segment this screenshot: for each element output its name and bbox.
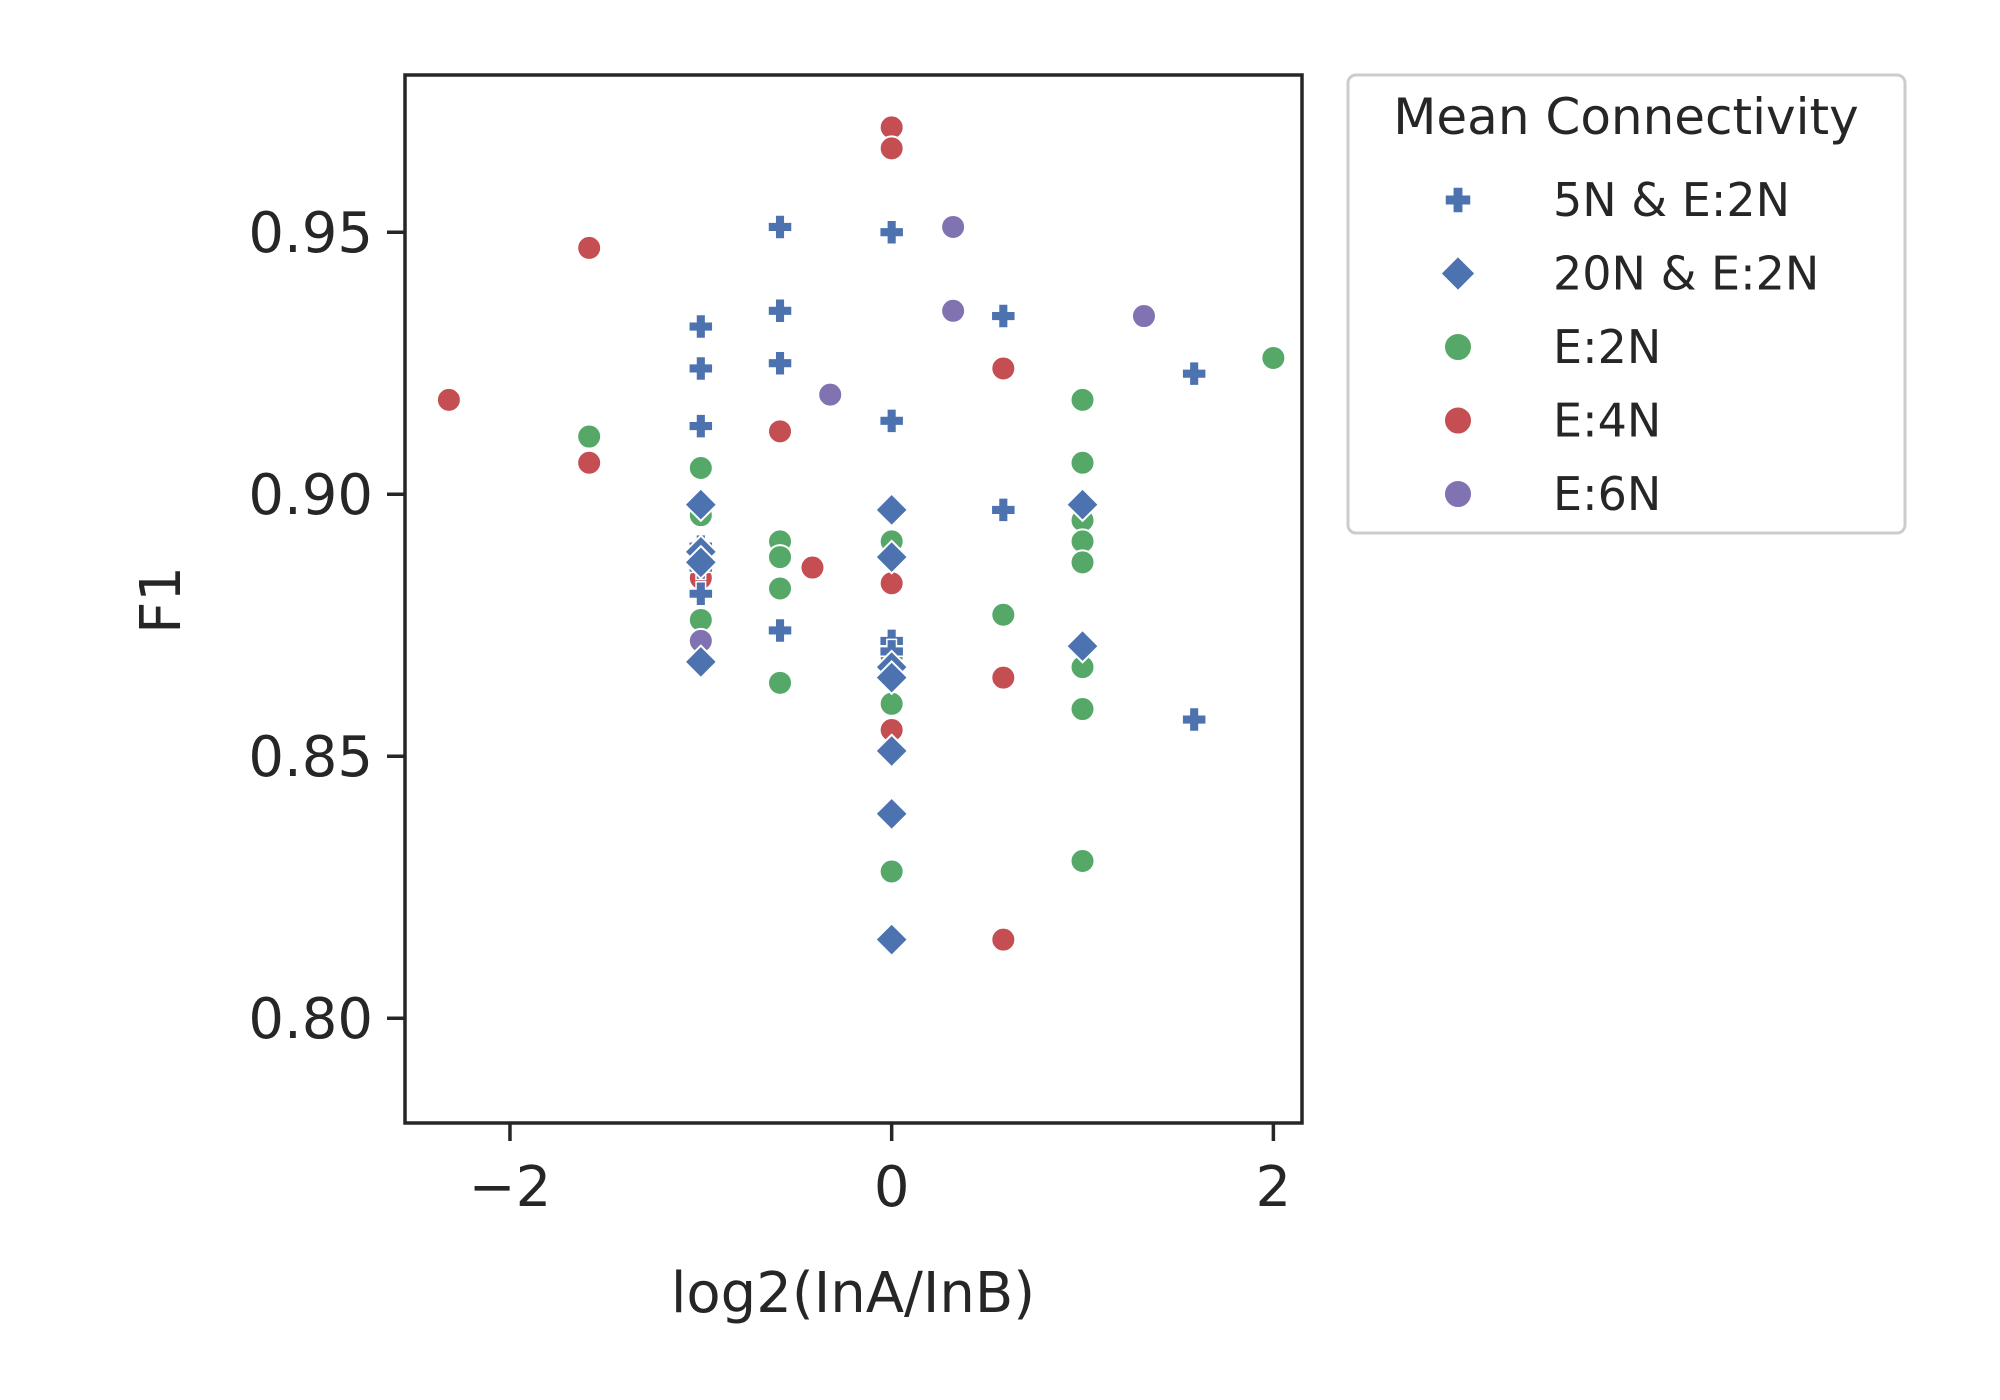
data-point <box>576 234 603 261</box>
legend-marker <box>1443 405 1473 436</box>
data-point <box>576 423 603 450</box>
data-point <box>1069 549 1096 576</box>
data-point <box>767 298 793 324</box>
legend-label: E:4N <box>1553 394 1661 448</box>
legend-title: Mean Connectivity <box>1393 88 1858 146</box>
data-point <box>874 659 910 696</box>
data-point <box>990 926 1017 953</box>
legend-label: E:6N <box>1553 467 1661 521</box>
data-point <box>1069 696 1096 723</box>
data-point <box>878 690 905 717</box>
data-point <box>688 355 714 382</box>
legend-marker <box>1443 479 1473 509</box>
data-point <box>683 544 719 580</box>
data-point <box>687 455 714 481</box>
data-point <box>874 492 910 528</box>
y-tick-label: 0.95 <box>248 201 373 266</box>
x-tick-label: 0 <box>874 1155 910 1220</box>
data-point <box>940 213 967 240</box>
data-point <box>990 601 1017 628</box>
series-e-6n <box>687 213 1157 654</box>
legend-marker <box>1443 332 1473 362</box>
y-tick-label: 0.80 <box>248 987 373 1052</box>
legend-label: 5N & E:2N <box>1553 173 1790 227</box>
data-point <box>878 219 905 245</box>
data-point <box>767 669 794 696</box>
y-tick-label: 0.90 <box>248 463 373 528</box>
data-point <box>799 554 826 581</box>
data-point <box>874 796 910 832</box>
data-point <box>767 575 794 602</box>
legend-label: 20N & E:2N <box>1553 247 1819 301</box>
data-point <box>576 449 603 476</box>
legend-entries: 5N & E:2N 20N & E:2N E:2N E:4N E:6N <box>1439 173 1819 521</box>
data-point <box>990 664 1017 691</box>
data-point <box>688 413 714 439</box>
y-tick-label: 0.85 <box>248 725 373 790</box>
legend-marker <box>1444 186 1472 214</box>
data-point <box>874 539 910 575</box>
legend-marker <box>1439 254 1477 293</box>
data-point <box>1069 848 1096 874</box>
data-point <box>990 303 1017 329</box>
data-point <box>874 921 910 958</box>
data-point <box>817 381 844 408</box>
x-axis-label: log2(InA/InB) <box>671 1261 1035 1326</box>
data-point <box>874 733 910 769</box>
data-point <box>767 350 793 376</box>
data-point <box>767 214 793 240</box>
data-point <box>688 581 714 607</box>
data-point <box>435 386 462 413</box>
data-point <box>1181 706 1207 733</box>
data-point <box>990 497 1017 523</box>
data-point <box>1069 386 1096 413</box>
data-point <box>1069 449 1096 476</box>
data-point <box>878 858 905 885</box>
plot-frame <box>403 73 1304 1125</box>
data-point <box>767 418 794 445</box>
data-point <box>1260 344 1287 371</box>
data-point <box>940 297 967 324</box>
data-point <box>683 644 719 680</box>
data-point <box>1130 303 1157 330</box>
data-point <box>767 617 793 644</box>
y-axis-label: F1 <box>129 566 194 634</box>
data-point <box>878 135 905 162</box>
x-tick-label: 2 <box>1256 1155 1292 1220</box>
data-point <box>1064 487 1101 523</box>
data-point <box>683 487 719 523</box>
series-20n-e-2n <box>683 487 1101 958</box>
data-point <box>878 408 905 434</box>
legend-label: E:2N <box>1553 320 1661 374</box>
data-point <box>1181 360 1207 387</box>
series-e-4n <box>435 114 1017 953</box>
data-point <box>1064 628 1101 664</box>
data-point <box>688 313 714 340</box>
data-point <box>990 355 1017 382</box>
data-point <box>767 544 794 571</box>
legend-frame <box>1346 73 1907 535</box>
x-tick-label: −2 <box>469 1155 552 1220</box>
legend: Mean Connectivity 5N & E:2N 20N & E:2N E:2… <box>1346 73 1907 535</box>
data-point <box>878 570 905 597</box>
data-marks <box>435 114 1287 958</box>
axes: −2 0 2 0.80 0.85 0.90 0.95 <box>248 201 1291 1220</box>
